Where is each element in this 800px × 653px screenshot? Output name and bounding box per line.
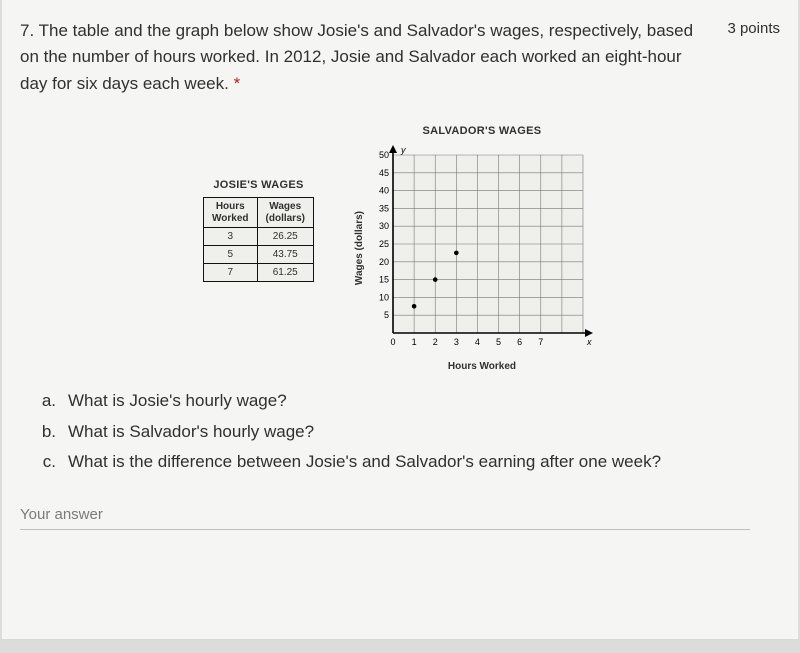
chart-body: SALVADOR'S WAGES 51015202530354045500123…: [367, 125, 597, 372]
svg-text:0: 0: [390, 337, 395, 347]
wages-table: Hours Worked Wages (dollars) 3 26.25: [203, 197, 314, 282]
sub-questions: a. What is Josie's hourly wage? b. What …: [36, 386, 780, 478]
svg-text:30: 30: [379, 221, 389, 231]
svg-text:4: 4: [475, 337, 480, 347]
col-wages-header: Wages (dollars): [257, 198, 313, 228]
svg-text:5: 5: [384, 310, 389, 320]
sub-c: c. What is the difference between Josie'…: [36, 447, 780, 478]
josie-table: JOSIE'S WAGES Hours Worked Wages (dollar…: [203, 179, 314, 282]
svg-text:45: 45: [379, 168, 389, 178]
svg-text:20: 20: [379, 257, 389, 267]
svg-text:25: 25: [379, 239, 389, 249]
svg-text:35: 35: [379, 203, 389, 213]
points-label: 3 points: [727, 20, 780, 97]
answer-input[interactable]: Your answer: [20, 496, 750, 530]
question-text: 7. The table and the graph below show Jo…: [20, 18, 709, 97]
svg-text:3: 3: [454, 337, 459, 347]
chart-svg: 510152025303540455001234567yx: [367, 143, 597, 353]
salvador-chart: Wages (dollars) SALVADOR'S WAGES 5101520…: [354, 125, 597, 372]
table-title: JOSIE'S WAGES: [203, 179, 314, 191]
sub-a: a. What is Josie's hourly wage?: [36, 386, 780, 417]
svg-text:1: 1: [412, 337, 417, 347]
svg-text:15: 15: [379, 275, 389, 285]
table-row: 3 26.25: [204, 228, 314, 246]
table-row: 5 43.75: [204, 246, 314, 264]
question-card: 7. The table and the graph below show Jo…: [2, 0, 798, 640]
svg-text:x: x: [586, 337, 592, 347]
required-mark: *: [234, 74, 241, 93]
svg-text:5: 5: [496, 337, 501, 347]
col-hours-header: Hours Worked: [204, 198, 258, 228]
sub-b: b. What is Salvador's hourly wage?: [36, 417, 780, 448]
chart-xlabel: Hours Worked: [367, 361, 597, 372]
svg-text:10: 10: [379, 292, 389, 302]
svg-text:6: 6: [517, 337, 522, 347]
svg-text:y: y: [400, 145, 406, 155]
answer-placeholder: Your answer: [20, 506, 103, 523]
svg-text:7: 7: [538, 337, 543, 347]
question-body: The table and the graph below show Josie…: [20, 21, 693, 93]
svg-text:50: 50: [379, 150, 389, 160]
chart-title: SALVADOR'S WAGES: [367, 125, 597, 137]
svg-text:2: 2: [433, 337, 438, 347]
question-row: 7. The table and the graph below show Jo…: [20, 18, 780, 97]
chart-ylabel: Wages (dollars): [354, 211, 365, 285]
question-number: 7.: [20, 21, 34, 40]
table-row: 7 61.25: [204, 264, 314, 282]
figure-row: JOSIE'S WAGES Hours Worked Wages (dollar…: [20, 125, 780, 372]
svg-text:40: 40: [379, 186, 389, 196]
